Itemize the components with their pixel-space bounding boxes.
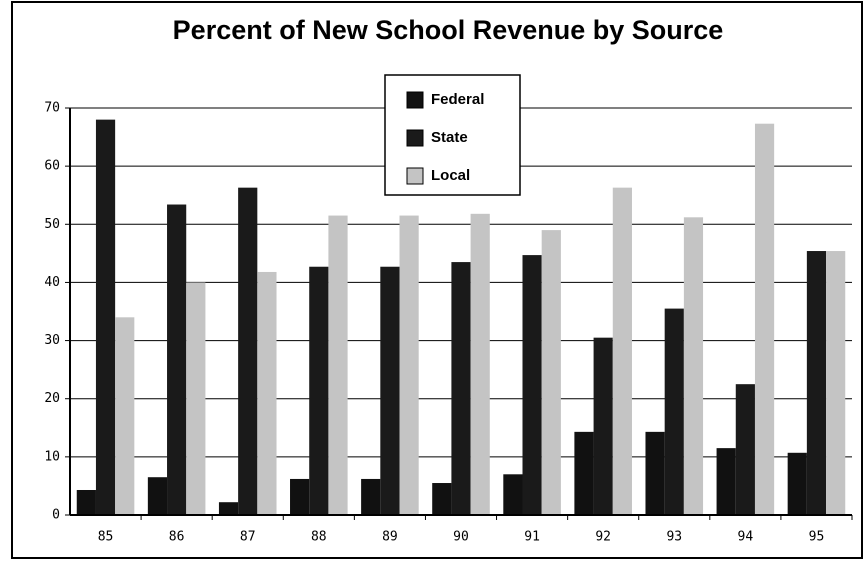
bar	[432, 483, 452, 515]
x-tick-label: 95	[809, 530, 825, 545]
legend-label: Federal	[431, 91, 484, 108]
x-tick-label: 91	[524, 530, 540, 545]
bar	[787, 452, 807, 515]
legend-label: State	[431, 129, 468, 146]
y-tick-label: 70	[44, 101, 60, 116]
bar	[115, 317, 135, 515]
legend-swatch	[406, 91, 424, 109]
x-tick-label: 92	[595, 530, 611, 545]
bar	[186, 282, 206, 515]
x-tick-label: 87	[240, 530, 256, 545]
bar	[218, 502, 239, 515]
x-tick-label: 93	[666, 530, 682, 545]
y-tick-label: 30	[44, 333, 60, 348]
bar	[683, 217, 704, 515]
bar	[328, 215, 348, 516]
bar	[167, 204, 187, 515]
bar	[716, 448, 736, 515]
chart-frame	[11, 1, 863, 559]
bar	[826, 251, 846, 515]
bar	[95, 119, 116, 515]
bar	[522, 255, 542, 515]
bar	[754, 123, 775, 515]
y-tick-label: 60	[44, 159, 60, 174]
bar	[451, 262, 471, 515]
legend-swatch	[406, 167, 424, 185]
x-tick-label: 86	[169, 530, 185, 545]
x-tick-label: 90	[453, 530, 469, 545]
bar	[574, 431, 594, 515]
bar	[664, 308, 684, 515]
chart-title: Percent of New School Revenue by Source	[173, 15, 724, 45]
bar	[541, 230, 561, 515]
bar	[593, 337, 613, 515]
bar	[380, 266, 400, 515]
bar	[147, 477, 168, 515]
bar	[257, 271, 277, 515]
y-tick-label: 10	[44, 449, 60, 464]
legend-swatch	[406, 129, 424, 147]
bar	[806, 251, 827, 515]
x-tick-label: 88	[311, 530, 327, 545]
bar	[309, 266, 329, 515]
bar	[399, 215, 419, 516]
bar	[645, 431, 665, 515]
y-tick-label: 20	[44, 391, 60, 406]
legend-label: Local	[431, 167, 470, 184]
bar	[290, 478, 310, 515]
y-tick-label: 0	[52, 508, 60, 523]
bar	[76, 489, 96, 515]
x-tick-label: 89	[382, 530, 398, 545]
y-tick-label: 50	[44, 217, 60, 232]
y-tick-label: 40	[44, 275, 60, 290]
x-tick-label: 94	[738, 530, 754, 545]
bar	[503, 474, 523, 515]
bar	[735, 384, 755, 515]
bar	[361, 478, 381, 515]
bar	[612, 187, 632, 516]
bar	[470, 213, 490, 515]
bar	[238, 187, 258, 516]
x-tick-label: 85	[98, 530, 114, 545]
